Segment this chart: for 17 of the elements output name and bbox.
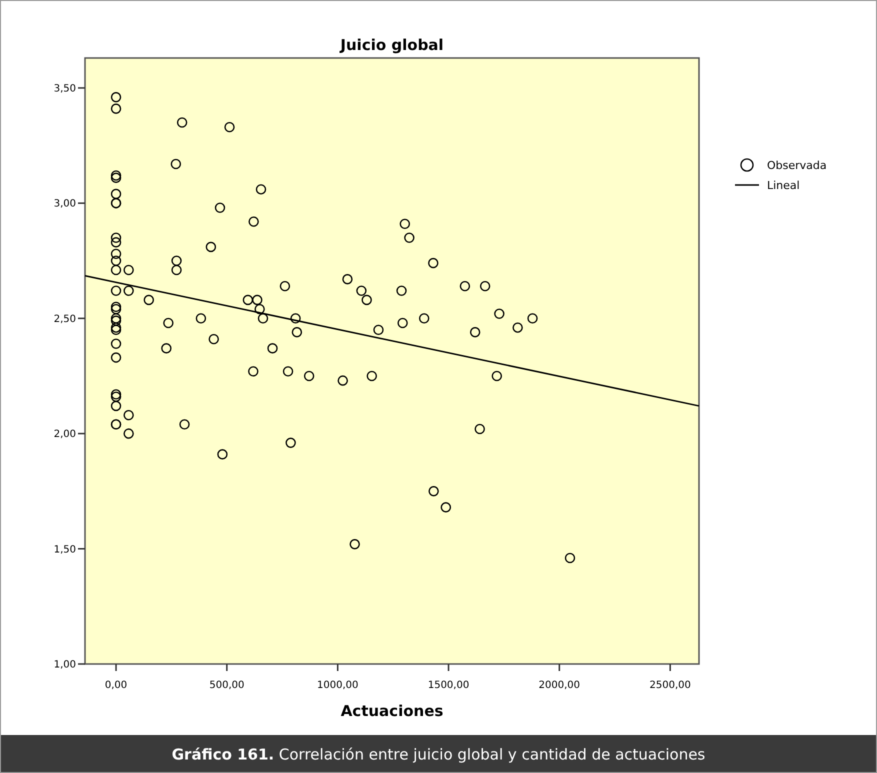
x-tick-label: 1500,00 [428, 680, 470, 691]
y-tick-label: 1,50 [54, 544, 76, 556]
legend-label: Observada [767, 158, 827, 172]
x-tick-label: 0,00 [104, 680, 128, 691]
x-tick-label: 2500,00 [650, 680, 691, 691]
x-tick-label: 1000,00 [317, 680, 358, 691]
x-axis-title: Actuaciones [340, 702, 444, 720]
y-tick-label: 3,00 [54, 198, 76, 210]
y-tick-label: 1,00 [54, 660, 76, 670]
x-tick-label: 2000,00 [538, 680, 580, 691]
chart-title: Juicio global [339, 36, 444, 54]
x-tick-label: 500,00 [209, 680, 244, 691]
text: Gráfico 161. Correlación entre juicio global y cantidad de actuaciones [172, 745, 706, 764]
legend-label: Lineal [767, 178, 800, 192]
y-tick-label: 2,50 [54, 314, 76, 325]
y-tick-label: 2,00 [54, 429, 76, 440]
y-tick-label: 3,50 [54, 83, 76, 94]
